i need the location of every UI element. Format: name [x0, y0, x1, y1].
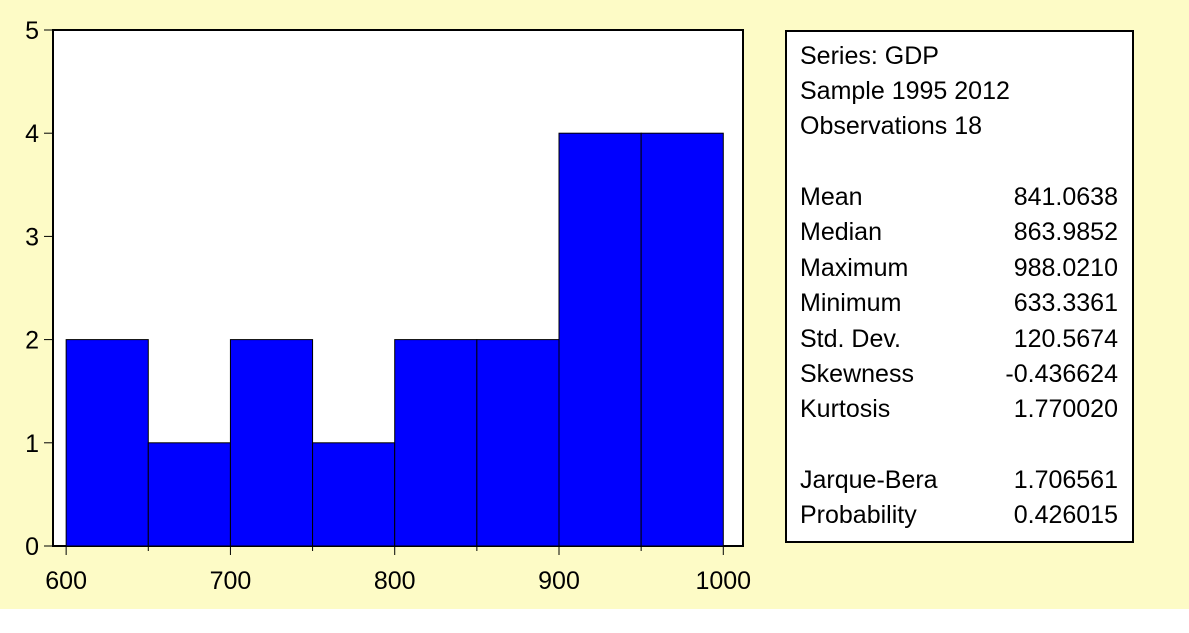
stat-value: 120.5674	[1013, 325, 1118, 353]
y-tick-label: 5	[25, 17, 39, 45]
histogram-chart: 600 700 800 900 1000 0 1 2 3 4 5	[25, 17, 751, 595]
stat-label: Kurtosis	[800, 395, 891, 423]
test-label: Jarque-Bera	[800, 466, 938, 494]
stat-value: 863.9852	[1013, 218, 1118, 246]
histogram-bar	[65, 339, 149, 547]
y-tick-label: 0	[25, 533, 39, 561]
histogram-bar	[476, 339, 560, 547]
x-tick-label: 600	[45, 567, 87, 595]
x-tick-label: 900	[538, 567, 580, 595]
stat-label: Mean	[800, 183, 863, 211]
histogram-bar	[558, 132, 642, 547]
observation-count: Observations 18	[800, 112, 983, 140]
sample-range: Sample 1995 2012	[800, 77, 1010, 105]
histogram-bar	[394, 339, 478, 547]
histogram-bars	[65, 132, 724, 547]
descriptive-statistics-panel: Series: GDP Sample 1995 2012 Observation…	[785, 30, 1134, 543]
stat-value: -0.436624	[1005, 360, 1118, 388]
y-axis: 0 1 2 3 4 5	[25, 17, 53, 561]
y-tick-label: 3	[25, 223, 39, 251]
stat-value: 1.770020	[1013, 395, 1118, 423]
stat-value: 988.0210	[1013, 254, 1118, 282]
test-value: 0.426015	[1013, 501, 1118, 529]
x-tick-label: 1000	[695, 567, 751, 595]
test-label: Probability	[800, 501, 917, 529]
histogram-bar	[229, 339, 314, 547]
stat-label: Median	[800, 218, 882, 246]
stat-value: 633.3361	[1013, 289, 1118, 317]
stat-value: 841.0638	[1013, 183, 1118, 211]
x-tick-label: 800	[374, 567, 416, 595]
stat-label: Std. Dev.	[800, 325, 901, 353]
x-axis: 600 700 800 900 1000	[45, 546, 751, 595]
histogram-bar	[147, 442, 231, 547]
test-value: 1.706561	[1013, 466, 1118, 494]
stat-label: Minimum	[800, 289, 902, 317]
y-tick-label: 4	[25, 120, 39, 148]
series-name: Series: GDP	[800, 42, 939, 70]
y-tick-label: 1	[25, 430, 39, 458]
chart-background: 600 700 800 900 1000 0 1 2 3 4 5 Series: GDP Samp…	[0, 0, 1189, 609]
stat-label: Skewness	[800, 360, 914, 388]
x-tick-label: 700	[210, 567, 252, 595]
histogram-bar	[312, 442, 396, 547]
stat-label: Maximum	[800, 254, 909, 282]
histogram-bar	[640, 132, 724, 547]
y-tick-label: 2	[25, 327, 39, 355]
